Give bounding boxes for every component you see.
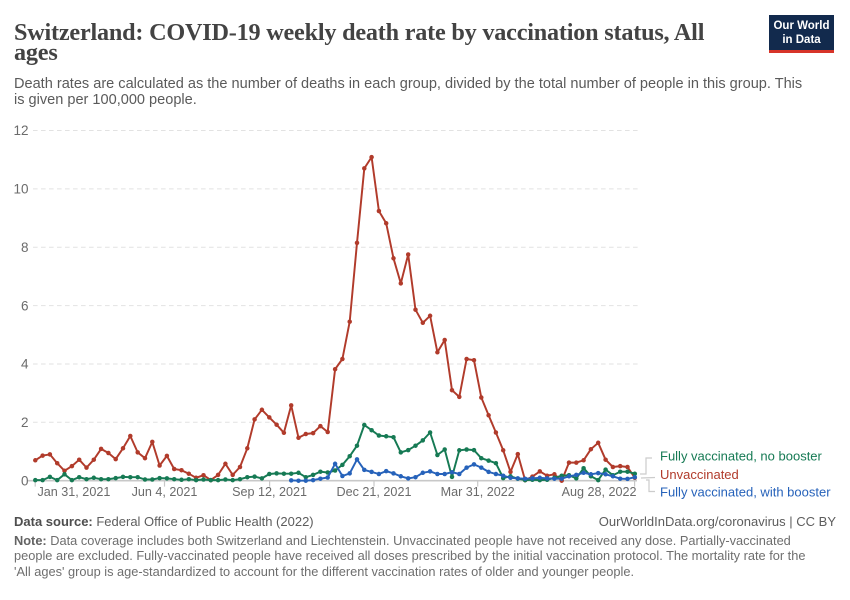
svg-text:12: 12 [13, 123, 28, 138]
svg-text:Aug 28, 2022: Aug 28, 2022 [562, 485, 637, 499]
svg-text:10: 10 [13, 182, 28, 197]
svg-text:6: 6 [21, 298, 29, 313]
svg-text:8: 8 [21, 240, 29, 255]
svg-text:Mar 31, 2022: Mar 31, 2022 [441, 485, 515, 499]
svg-text:0: 0 [21, 473, 29, 488]
svg-text:2: 2 [21, 415, 29, 430]
svg-text:Jun 4, 2021: Jun 4, 2021 [132, 485, 198, 499]
svg-text:4: 4 [21, 357, 29, 372]
svg-text:Fully vaccinated, with booster: Fully vaccinated, with booster [660, 484, 831, 499]
svg-text:Dec 21, 2021: Dec 21, 2021 [337, 485, 412, 499]
svg-text:Fully vaccinated, no booster: Fully vaccinated, no booster [660, 449, 823, 464]
svg-text:Sep 12, 2021: Sep 12, 2021 [232, 485, 307, 499]
svg-text:Jan 31, 2021: Jan 31, 2021 [38, 485, 111, 499]
svg-text:Unvaccinated: Unvaccinated [660, 467, 739, 482]
